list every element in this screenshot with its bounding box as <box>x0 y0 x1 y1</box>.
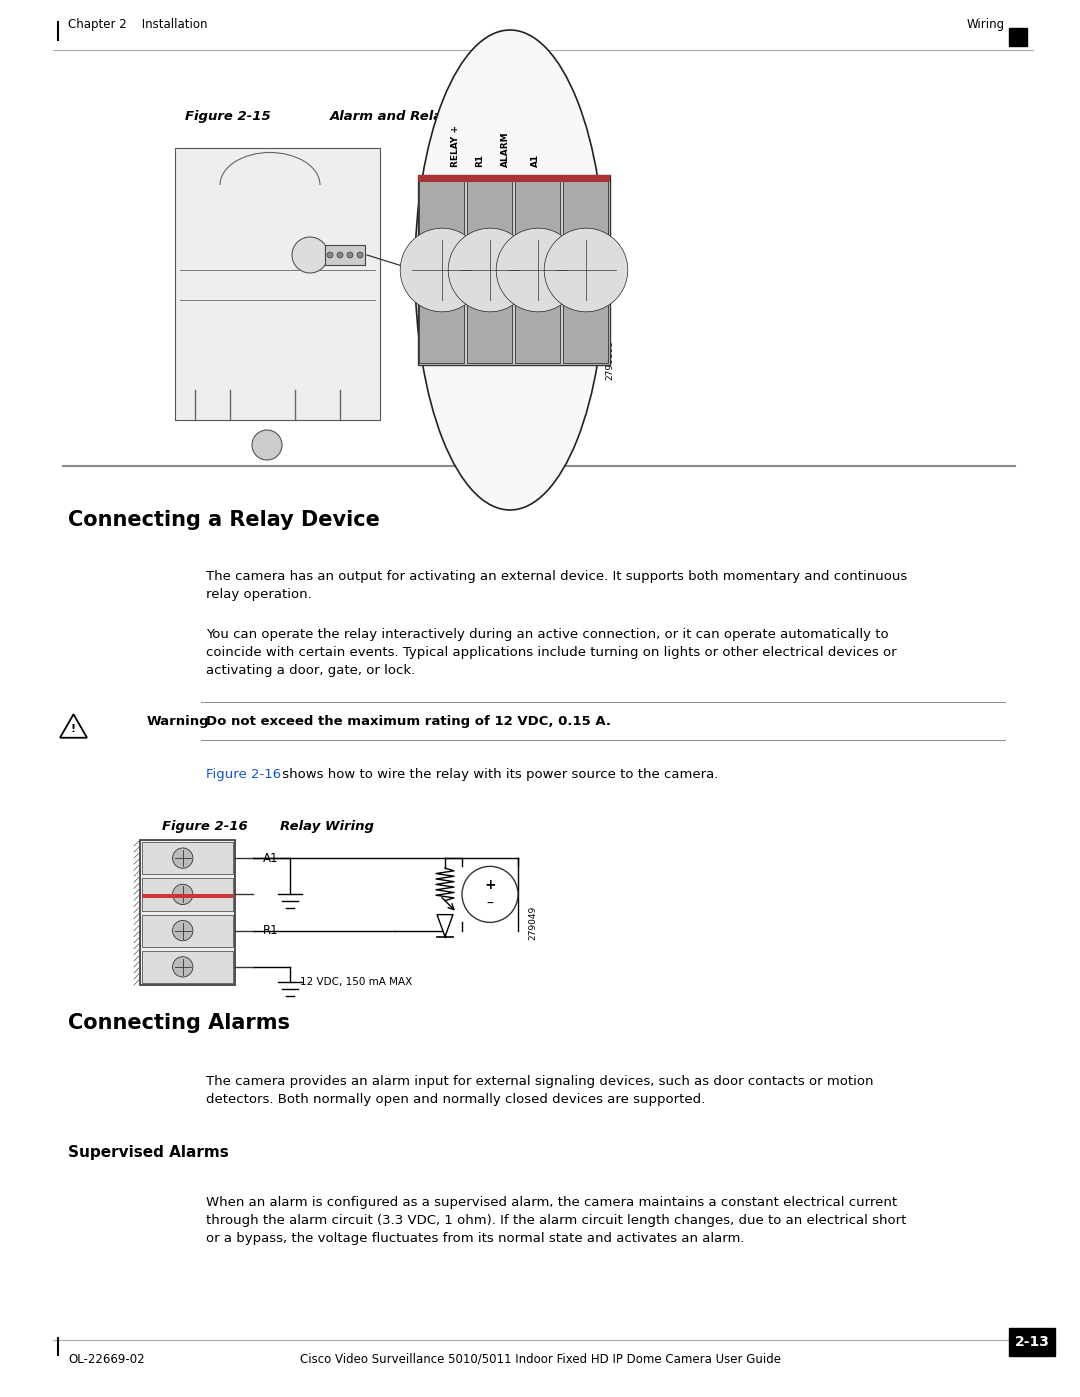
Bar <box>325 244 365 265</box>
Circle shape <box>327 251 333 258</box>
Text: 279049: 279049 <box>528 905 538 940</box>
Text: Wiring: Wiring <box>967 18 1005 31</box>
Bar <box>563 177 608 363</box>
Circle shape <box>337 251 343 258</box>
Polygon shape <box>437 915 453 936</box>
Text: Figure 2-16: Figure 2-16 <box>206 768 281 781</box>
Text: A1: A1 <box>264 852 279 865</box>
Circle shape <box>544 228 627 312</box>
Bar <box>419 177 464 363</box>
Text: !: ! <box>71 724 76 733</box>
Circle shape <box>173 848 193 869</box>
Circle shape <box>252 430 282 460</box>
Bar <box>141 879 233 911</box>
Bar <box>1009 1329 1055 1356</box>
Circle shape <box>173 921 193 940</box>
Bar <box>1009 28 1027 46</box>
Text: Supervised Alarms: Supervised Alarms <box>68 1146 229 1160</box>
Text: 12 VDC, 150 mA MAX: 12 VDC, 150 mA MAX <box>300 977 413 986</box>
Circle shape <box>292 237 328 272</box>
Text: RELAY +: RELAY + <box>450 124 459 168</box>
Polygon shape <box>60 714 87 738</box>
Text: R1: R1 <box>475 154 485 168</box>
Circle shape <box>173 884 193 904</box>
Text: +: + <box>484 879 496 893</box>
Text: Alarm and Relay Connector: Alarm and Relay Connector <box>330 110 532 123</box>
Text: OL-22669-02: OL-22669-02 <box>68 1354 145 1366</box>
Text: Warning: Warning <box>147 715 210 728</box>
Circle shape <box>462 866 518 922</box>
Text: When an alarm is configured as a supervised alarm, the camera maintains a consta: When an alarm is configured as a supervi… <box>206 1196 906 1245</box>
Text: Chapter 2    Installation: Chapter 2 Installation <box>68 18 207 31</box>
Text: Figure 2-15: Figure 2-15 <box>185 110 271 123</box>
Bar <box>140 840 235 985</box>
Text: ALARM: ALARM <box>500 131 510 168</box>
Circle shape <box>357 251 363 258</box>
Bar <box>141 842 233 875</box>
Text: Connecting Alarms: Connecting Alarms <box>68 1013 291 1032</box>
Circle shape <box>448 228 531 312</box>
Text: The camera provides an alarm input for external signaling devices, such as door : The camera provides an alarm input for e… <box>206 1076 874 1106</box>
Text: Figure 2-16: Figure 2-16 <box>162 820 247 833</box>
Circle shape <box>173 957 193 977</box>
Bar <box>515 177 561 363</box>
Circle shape <box>496 228 580 312</box>
Bar <box>141 915 233 947</box>
Bar <box>467 177 512 363</box>
Text: 2790893: 2790893 <box>606 339 615 380</box>
Circle shape <box>347 251 353 258</box>
Circle shape <box>401 228 484 312</box>
Text: shows how to wire the relay with its power source to the camera.: shows how to wire the relay with its pow… <box>278 768 718 781</box>
Text: You can operate the relay interactively during an active connection, or it can o: You can operate the relay interactively … <box>206 629 896 678</box>
Bar <box>141 951 233 983</box>
Text: The camera has an output for activating an external device. It supports both mom: The camera has an output for activating … <box>206 570 907 601</box>
Text: 2-13: 2-13 <box>1014 1336 1050 1350</box>
Text: A1: A1 <box>530 154 540 168</box>
Text: R1: R1 <box>264 925 279 937</box>
Bar <box>418 175 610 182</box>
Text: Cisco Video Surveillance 5010/5011 Indoor Fixed HD IP Dome Camera User Guide: Cisco Video Surveillance 5010/5011 Indoo… <box>299 1354 781 1366</box>
Text: Relay Wiring: Relay Wiring <box>280 820 374 833</box>
Text: Connecting a Relay Device: Connecting a Relay Device <box>68 510 380 529</box>
Bar <box>141 894 233 898</box>
Text: –: – <box>487 897 494 911</box>
Bar <box>418 175 610 365</box>
Ellipse shape <box>415 29 605 510</box>
Bar <box>175 148 380 420</box>
Text: Do not exceed the maximum rating of 12 VDC, 0.15 A.: Do not exceed the maximum rating of 12 V… <box>206 715 611 728</box>
